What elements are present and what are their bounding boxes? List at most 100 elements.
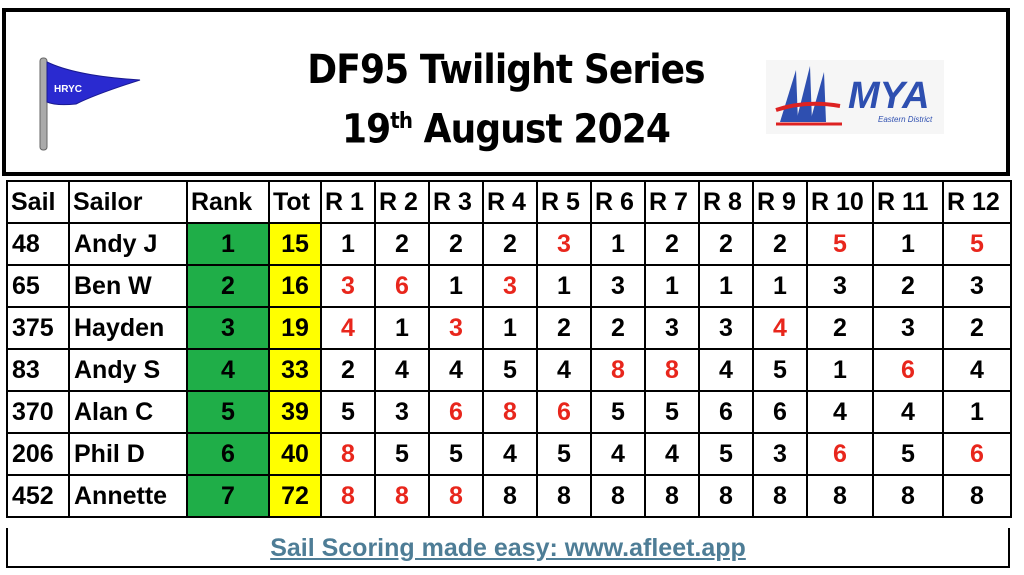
sailor-name: Andy J [68,222,188,266]
column-header: R 4 [482,180,538,224]
column-header: R 7 [644,180,700,224]
table-row: 48 Andy J 1 15 1 2 2 2 3 1 2 2 2 5 1 5 [6,222,1012,266]
svg-text:Eastern District: Eastern District [878,115,933,124]
discarded-score-cell: 8 [482,390,538,434]
score-cell: 4 [806,390,874,434]
rank-cell: 4 [186,348,270,392]
discarded-score-cell: 4 [320,306,376,350]
sail-number: 48 [6,222,70,266]
score-cell: 6 [698,390,754,434]
title-line-1: DF95 Twilight Series [307,47,705,93]
score-cell: 4 [428,348,484,392]
table-row: 65 Ben W 2 16 3 6 1 3 1 3 1 1 1 3 2 3 [6,264,1012,308]
column-header: R 12 [942,180,1012,224]
score-cell: 2 [482,222,538,266]
afleet-link[interactable]: Sail Scoring made easy: www.afleet.app [270,534,746,562]
sail-number: 65 [6,264,70,308]
score-cell: 1 [644,264,700,308]
page-title: DF95 Twilight Series 19th August 2024 [56,44,956,155]
svg-text:MYA: MYA [848,75,930,117]
discarded-score-cell: 8 [644,348,700,392]
discarded-score-cell: 8 [428,474,484,518]
discarded-score-cell: 4 [752,306,808,350]
column-header: R 5 [536,180,592,224]
score-cell: 4 [536,348,592,392]
discarded-score-cell: 3 [320,264,376,308]
score-cell: 8 [698,474,754,518]
sail-number: 83 [6,348,70,392]
rank-cell: 2 [186,264,270,308]
score-cell: 1 [590,222,646,266]
score-cell: 4 [942,348,1012,392]
score-cell: 2 [536,306,592,350]
total-cell: 40 [268,432,322,476]
score-cell: 4 [590,432,646,476]
score-cell: 2 [806,306,874,350]
score-cell: 5 [752,348,808,392]
total-cell: 15 [268,222,322,266]
discarded-score-cell: 8 [320,474,376,518]
sailor-name: Annette [68,474,188,518]
score-cell: 1 [374,306,430,350]
rank-cell: 5 [186,390,270,434]
rank-cell: 6 [186,432,270,476]
score-cell: 8 [590,474,646,518]
score-cell: 2 [320,348,376,392]
title-suffix: th [390,109,413,134]
title-line-2: 19th August 2024 [56,96,956,155]
score-cell: 5 [482,348,538,392]
score-cell: 5 [698,432,754,476]
score-cell: 3 [806,264,874,308]
score-cell: 1 [698,264,754,308]
score-cell: 4 [644,432,700,476]
score-cell: 5 [872,432,944,476]
score-cell: 3 [374,390,430,434]
score-cell: 8 [536,474,592,518]
hryc-flag-logo: HRYC [39,57,141,151]
score-cell: 5 [428,432,484,476]
score-cell: 1 [320,222,376,266]
title-date: August 2024 [423,106,671,153]
score-cell: 2 [872,264,944,308]
score-cell: 8 [482,474,538,518]
score-cell: 1 [872,222,944,266]
discarded-score-cell: 8 [320,432,376,476]
column-header: R 9 [752,180,808,224]
sail-number: 452 [6,474,70,518]
score-cell: 5 [320,390,376,434]
score-cell: 1 [942,390,1012,434]
header-banner: HRYC DF95 Twilight Series 19th August 20… [2,8,1010,176]
score-cell: 3 [872,306,944,350]
score-cell: 4 [698,348,754,392]
discarded-score-cell: 3 [428,306,484,350]
score-cell: 4 [872,390,944,434]
column-header: R 10 [806,180,874,224]
discarded-score-cell: 5 [942,222,1012,266]
total-cell: 16 [268,264,322,308]
title-day: 19 [341,106,391,153]
score-cell: 5 [374,432,430,476]
score-cell: 3 [644,306,700,350]
column-header: R 2 [374,180,430,224]
score-cell: 2 [752,222,808,266]
total-cell: 19 [268,306,322,350]
table-row: 375 Hayden 3 19 4 1 3 1 2 2 3 3 4 2 3 2 [6,306,1012,350]
discarded-score-cell: 6 [872,348,944,392]
sail-number: 206 [6,432,70,476]
score-cell: 3 [752,432,808,476]
score-cell: 2 [644,222,700,266]
score-cell: 1 [536,264,592,308]
rank-cell: 7 [186,474,270,518]
score-cell: 4 [374,348,430,392]
sailor-name: Andy S [68,348,188,392]
score-cell: 1 [428,264,484,308]
table-row: 370 Alan C 5 39 5 3 6 8 6 5 5 6 6 4 4 1 [6,390,1012,434]
table-row: 206 Phil D 6 40 8 5 5 4 5 4 4 5 3 6 5 6 [6,432,1012,476]
score-cell: 2 [590,306,646,350]
sail-number: 370 [6,390,70,434]
score-cell: 3 [698,306,754,350]
svg-text:HRYC: HRYC [54,84,82,95]
sailor-name: Alan C [68,390,188,434]
